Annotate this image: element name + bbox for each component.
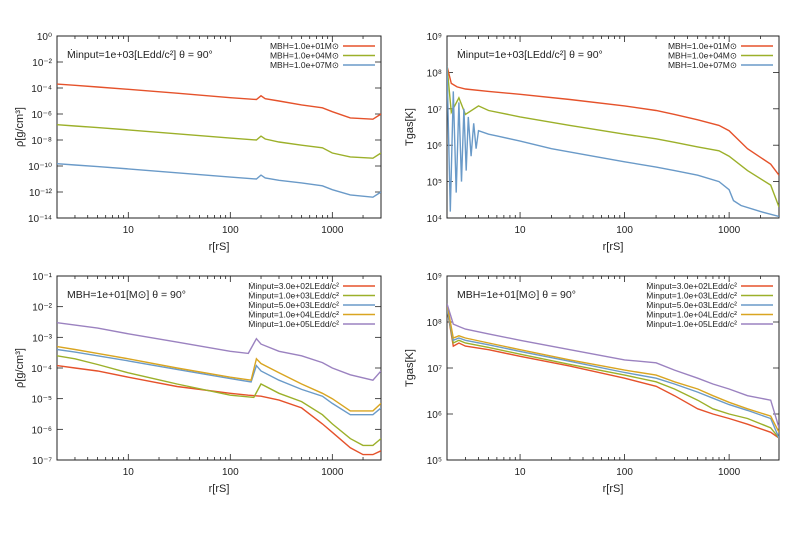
legend-label: Ṁinput=1.0e+04LEdd/c²: [248, 310, 339, 320]
y-tick-label: 10⁻¹²: [29, 188, 53, 199]
x-tick-label: 10: [515, 225, 527, 236]
y-tick-label: 10⁻⁶: [31, 425, 52, 436]
y-tick-label: 10⁻¹: [32, 272, 52, 283]
chart-panel-1: 10 100 1000 10⁰ 10⁻² 10⁻⁴ 10⁻⁶ 10⁻⁸ 10⁻¹⁰ 10⁻¹² 10…: [14, 32, 382, 253]
y-tick-label: 10⁻²: [32, 58, 52, 69]
y-axis-label: ρ[g/cm³]: [14, 107, 26, 147]
chart-panel-3: 10 100 1000 10⁻¹ 10⁻² 10⁻³ 10⁻⁴ 10⁻⁵ 10⁻⁶ 10⁻⁷ r[r…: [14, 272, 382, 495]
series-line-2: [57, 355, 381, 447]
x-tick-label: 10: [123, 467, 135, 478]
series-line-4: [447, 303, 779, 433]
y-axis-label: ρ[g/cm³]: [14, 348, 26, 388]
y-tick-label: 10⁴: [427, 214, 442, 225]
legend-label: Ṁinput=3.0e+02LEdd/c²: [248, 281, 339, 291]
x-axis-label: r[rS]: [209, 241, 230, 253]
x-axis-label: r[rS]: [603, 483, 624, 495]
y-tick-label: 10⁹: [427, 272, 442, 283]
x-tick-label: 100: [222, 467, 239, 478]
x-tick-label: 1000: [718, 225, 741, 236]
series-line-5: [447, 303, 779, 429]
x-tick-label: 10: [123, 225, 135, 236]
series-line-2: [447, 308, 779, 439]
x-axis-label: r[rS]: [209, 483, 230, 495]
y-tick-label: 10⁷: [427, 364, 442, 375]
y-tick-label: 10⁹: [427, 32, 442, 43]
series-line-1: [447, 308, 779, 439]
series-line-4: [57, 345, 381, 412]
y-tick-label: 10⁶: [427, 141, 442, 152]
y-tick-label: 10⁻⁷: [32, 456, 52, 467]
x-tick-label: 100: [616, 225, 633, 236]
plot-frame: [56, 35, 382, 219]
series-line-3: [447, 308, 779, 439]
series-line-3: [447, 65, 779, 218]
legend-label: MBH=1.0e+01M⊙: [270, 41, 339, 51]
legend-label: Ṁinput=5.0e+03LEdd/c²: [248, 300, 339, 310]
legend-label: MBH=1.0e+04M⊙: [668, 51, 737, 61]
legend-label: MBH=1.0e+04M⊙: [270, 51, 339, 61]
y-tick-label: 10⁻¹⁰: [28, 162, 52, 173]
y-tick-label: 10⁻¹⁴: [28, 214, 52, 225]
y-tick-label: 10⁻⁴: [31, 364, 52, 375]
panel-annotation: Ṁinput=1e+03[LEdd/c²] θ = 90°: [457, 48, 603, 61]
legend-label: Ṁinput=1.0e+03LEdd/c²: [646, 291, 737, 301]
y-tick-label: 10⁸: [427, 318, 442, 329]
y-tick-label: 10⁰: [37, 32, 52, 43]
series-line-3: [57, 348, 381, 416]
x-tick-label: 100: [616, 467, 633, 478]
legend-label: Ṁinput=1.0e+04LEdd/c²: [646, 310, 737, 320]
plot-frame: [446, 35, 780, 219]
panel-annotation: MBH=1e+01[M⊙] θ = 90°: [67, 289, 186, 301]
x-tick-label: 100: [222, 225, 239, 236]
series-line-3: [57, 163, 381, 198]
x-tick-label: 1000: [718, 467, 741, 478]
chart-panel-2: 10 100 1000 10⁹ 10⁸ 10⁷ 10⁶ 10⁵ 10⁴ r[rS] Tgas[K] Ṁ…: [404, 32, 780, 253]
series-line-1: [447, 65, 779, 176]
y-tick-label: 10⁷: [427, 105, 442, 116]
y-tick-label: 10⁶: [427, 410, 442, 421]
series-line-2: [57, 124, 381, 159]
y-axis-label: Tgas[K]: [404, 108, 416, 146]
series-line-1: [57, 364, 381, 456]
y-tick-label: 10⁻⁴: [31, 84, 52, 95]
series-line-1: [57, 83, 381, 120]
chart-panel-4: 10 100 1000 10⁹ 10⁸ 10⁷ 10⁶ 10⁵ r[rS] Tgas[K] MBH=…: [404, 272, 780, 495]
legend-label: Ṁinput=1.0e+03LEdd/c²: [248, 291, 339, 301]
y-tick-label: 10⁻⁵: [31, 395, 52, 406]
y-tick-label: 10⁵: [427, 456, 442, 467]
legend-label: MBH=1.0e+01M⊙: [668, 41, 737, 51]
y-tick-label: 10⁵: [427, 178, 442, 189]
legend-label: Ṁinput=1.0e+05LEdd/c²: [646, 319, 737, 329]
y-tick-label: 10⁸: [427, 68, 442, 79]
legend-label: Ṁinput=1.0e+05LEdd/c²: [248, 319, 339, 329]
panel-annotation: MBH=1e+01[M⊙] θ = 90°: [457, 289, 576, 301]
y-tick-label: 10⁻⁶: [31, 110, 52, 121]
y-tick-label: 10⁻⁸: [31, 136, 52, 147]
x-tick-label: 1000: [321, 225, 344, 236]
y-tick-label: 10⁻³: [32, 333, 52, 344]
x-tick-label: 1000: [321, 467, 344, 478]
x-axis-label: r[rS]: [603, 241, 624, 253]
legend-label: MBH=1.0e+07M⊙: [270, 60, 339, 70]
legend-label: MBH=1.0e+07M⊙: [668, 60, 737, 70]
x-tick-label: 10: [515, 467, 527, 478]
y-axis-label: Tgas[K]: [404, 349, 416, 387]
legend-label: Ṁinput=5.0e+03LEdd/c²: [646, 300, 737, 310]
panel-annotation: Ṁinput=1e+03[LEdd/c²] θ = 90°: [67, 48, 213, 61]
y-tick-label: 10⁻²: [32, 303, 52, 314]
series-line-5: [57, 322, 381, 381]
legend-label: Ṁinput=3.0e+02LEdd/c²: [646, 281, 737, 291]
